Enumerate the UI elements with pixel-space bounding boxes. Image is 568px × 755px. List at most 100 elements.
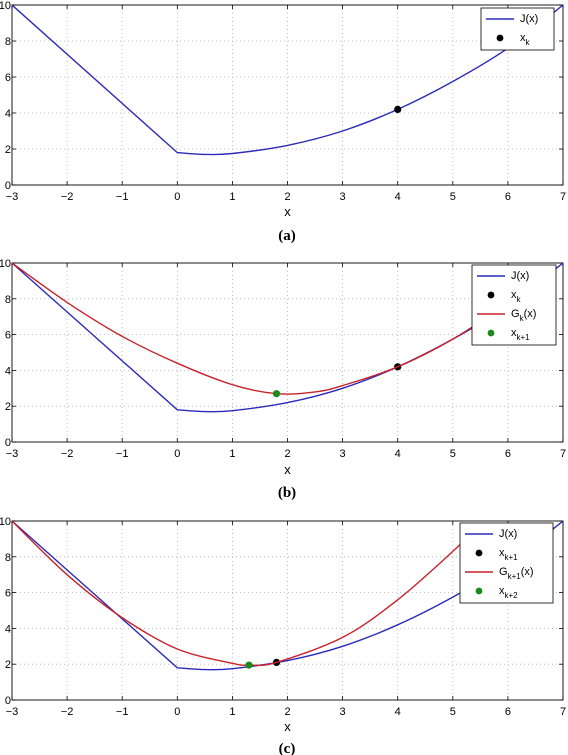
x-tick-label: 0 — [174, 706, 180, 718]
marker-x-k+2 — [245, 661, 253, 669]
x-tick-label: −2 — [61, 706, 74, 718]
x-tick-label: −3 — [6, 448, 19, 460]
legend-label: xk+1 — [499, 547, 518, 562]
legend-label: J(x) — [499, 528, 517, 540]
x-tick-label: 2 — [284, 448, 290, 460]
y-tick-label: 2 — [5, 144, 11, 156]
legend-label-name: x — [499, 547, 505, 559]
plot-area — [11, 262, 564, 443]
legend-label-name: x — [499, 585, 505, 597]
legend-label-name: J(x) — [511, 270, 529, 282]
legend-box — [480, 7, 555, 51]
legend-label-subscript: k — [520, 314, 525, 323]
legend-label-name: G — [499, 566, 508, 578]
y-tick-label: 0 — [5, 437, 11, 449]
legend-label-suffix: (x) — [524, 308, 537, 320]
legend-label: xk+2 — [499, 585, 518, 600]
x-tick-label: 7 — [560, 448, 566, 460]
y-tick-label: 10 — [0, 0, 11, 12]
x-tick-label: 0 — [174, 191, 180, 203]
x-tick-label: 4 — [395, 191, 401, 203]
legend-marker — [475, 549, 483, 557]
x-axis-label: x — [284, 462, 291, 477]
x-tick-label: 0 — [174, 448, 180, 460]
x-tick-label: −3 — [6, 191, 19, 203]
x-tick-label: 1 — [229, 448, 235, 460]
legend-marker — [487, 291, 495, 299]
legend-label-name: J(x) — [499, 528, 517, 540]
y-tick-label: 8 — [5, 36, 11, 48]
x-tick-label: 5 — [450, 448, 456, 460]
legend-marker — [496, 34, 504, 42]
x-tick-label: 4 — [395, 448, 401, 460]
x-tick-label: −2 — [61, 191, 74, 203]
y-tick-label: 10 — [0, 258, 11, 270]
x-axis-label: x — [284, 204, 291, 219]
legend-label-name: J(x) — [520, 13, 538, 25]
chart-panel-c: −3 −2 −1 0 1 2 3 4 5 6 70246810J(x)xk+1Gk+1(x)xk+2… — [0, 516, 566, 755]
legend-label: J(x) — [520, 13, 538, 25]
figure-caption: (a) — [278, 228, 296, 244]
x-tick-label: 4 — [395, 706, 401, 718]
y-tick-label: 2 — [5, 659, 11, 671]
x-tick-label: 7 — [560, 191, 566, 203]
legend-label-subscript: k+1 — [505, 553, 519, 562]
legend-label-subscript: k — [517, 295, 522, 304]
legend-label-name: x — [511, 327, 517, 339]
legend-label-subscript: k — [526, 38, 531, 47]
legend-label: xk+1 — [511, 327, 530, 342]
x-tick-label: 6 — [505, 448, 511, 460]
y-tick-label: 0 — [5, 695, 11, 707]
legend-label-name: G — [511, 308, 520, 320]
figure-caption: (c) — [279, 741, 296, 755]
x-tick-label: −3 — [6, 706, 19, 718]
x-tick-label: −1 — [116, 706, 129, 718]
series-line-g-k — [12, 263, 542, 395]
x-tick-label: 1 — [229, 191, 235, 203]
y-tick-label: 10 — [0, 516, 11, 528]
legend-marker — [487, 329, 495, 337]
x-tick-label: −1 — [116, 191, 129, 203]
x-tick-label: −1 — [116, 448, 129, 460]
plot-area — [11, 4, 564, 186]
y-tick-label: 6 — [5, 72, 11, 84]
x-tick-label: 1 — [229, 706, 235, 718]
legend-label: J(x) — [511, 270, 529, 282]
x-tick-label: 7 — [560, 706, 566, 718]
x-axis-label: x — [284, 719, 291, 734]
legend: J(x) xk — [480, 7, 555, 51]
x-tick-label: −2 — [61, 448, 74, 460]
figure-caption: (b) — [278, 485, 296, 501]
series-line-jx — [12, 5, 563, 156]
legend-label: Gk+1(x) — [499, 566, 534, 581]
x-tick-label: 2 — [284, 191, 290, 203]
legend-label: xk — [511, 289, 522, 304]
legend-box — [459, 522, 554, 604]
legend-label: Gk(x) — [511, 308, 536, 323]
legend-label-name: x — [520, 32, 526, 44]
legend-box — [471, 264, 557, 346]
x-tick-label: 2 — [284, 706, 290, 718]
legend-label-suffix: (x) — [521, 566, 534, 578]
y-tick-label: 4 — [5, 108, 11, 120]
y-tick-label: 6 — [5, 330, 11, 342]
legend-label-subscript: k+1 — [517, 333, 531, 342]
y-tick-label: 0 — [5, 180, 11, 192]
y-tick-label: 4 — [5, 365, 11, 377]
legend-label-subscript: k+2 — [505, 591, 519, 600]
x-tick-label: 6 — [505, 706, 511, 718]
legend-label-subscript: k+1 — [508, 572, 522, 581]
plot-area — [11, 520, 564, 701]
x-tick-label: 3 — [340, 191, 346, 203]
x-tick-label: 3 — [340, 706, 346, 718]
legend-marker — [475, 587, 483, 595]
y-tick-label: 4 — [5, 623, 11, 635]
x-tick-label: 6 — [505, 191, 511, 203]
y-tick-label: 2 — [5, 401, 11, 413]
y-tick-label: 8 — [5, 552, 11, 564]
marker-x-k — [394, 105, 402, 113]
